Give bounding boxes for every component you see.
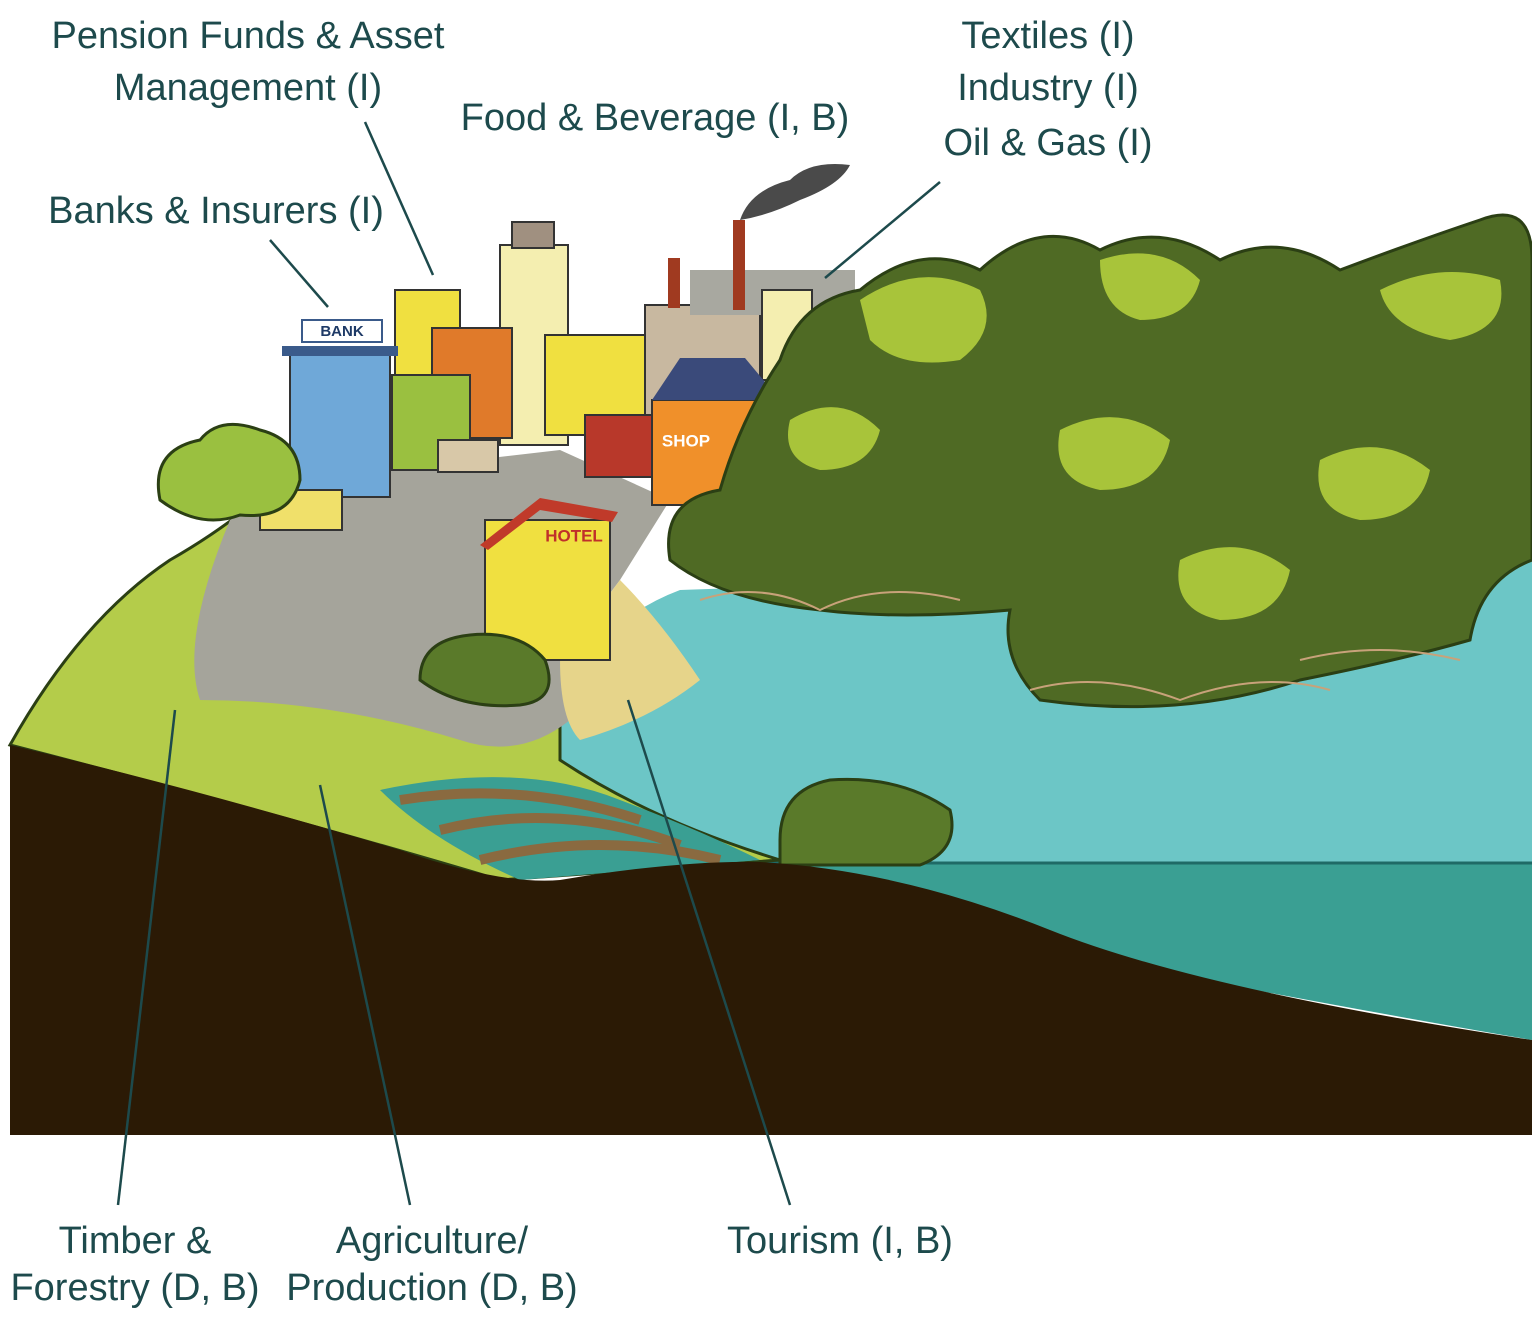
label: Forestry (D, B) [10,1267,259,1309]
label: Banks & Insurers (I) [48,190,384,232]
bank-roof [282,346,398,356]
bush [778,777,954,867]
field-rows [399,788,722,865]
chimney [668,258,680,308]
building [511,221,555,249]
leader-line [269,239,329,308]
label: Oil & Gas (I) [943,122,1152,164]
bush [418,632,551,708]
mangrove-roots [699,591,1461,702]
label: Agriculture/ [336,1220,529,1262]
hotel-sign-text: HOTEL [545,526,603,545]
label: Food & Beverage (I, B) [461,97,850,139]
leader-line [626,699,792,1206]
house [437,439,499,473]
chimney [733,220,745,310]
soil [10,745,1532,1135]
forest-highlight [788,253,1502,621]
label: Tourism (I, B) [727,1220,953,1262]
bank-sign-text: BANK [320,323,363,340]
tree [156,422,302,522]
label: Textiles (I) [961,15,1134,57]
bank [289,351,391,498]
leader-line [363,121,435,276]
label: Industry (I) [957,67,1139,109]
smoke [740,164,850,220]
label: Production (D, B) [286,1267,577,1309]
label: Pension Funds & Asset [52,15,445,57]
leader-line [116,709,177,1206]
leader-line [824,181,941,279]
underwater [760,862,1532,1040]
leader-line [318,784,412,1206]
house [584,414,656,478]
bank-sign [301,319,383,343]
label: Timber & [59,1220,212,1262]
hotel-roof [480,498,618,550]
shop-sign-text: SHOP [662,431,710,450]
label: Management (I) [114,67,382,109]
shop-roof [652,358,780,400]
